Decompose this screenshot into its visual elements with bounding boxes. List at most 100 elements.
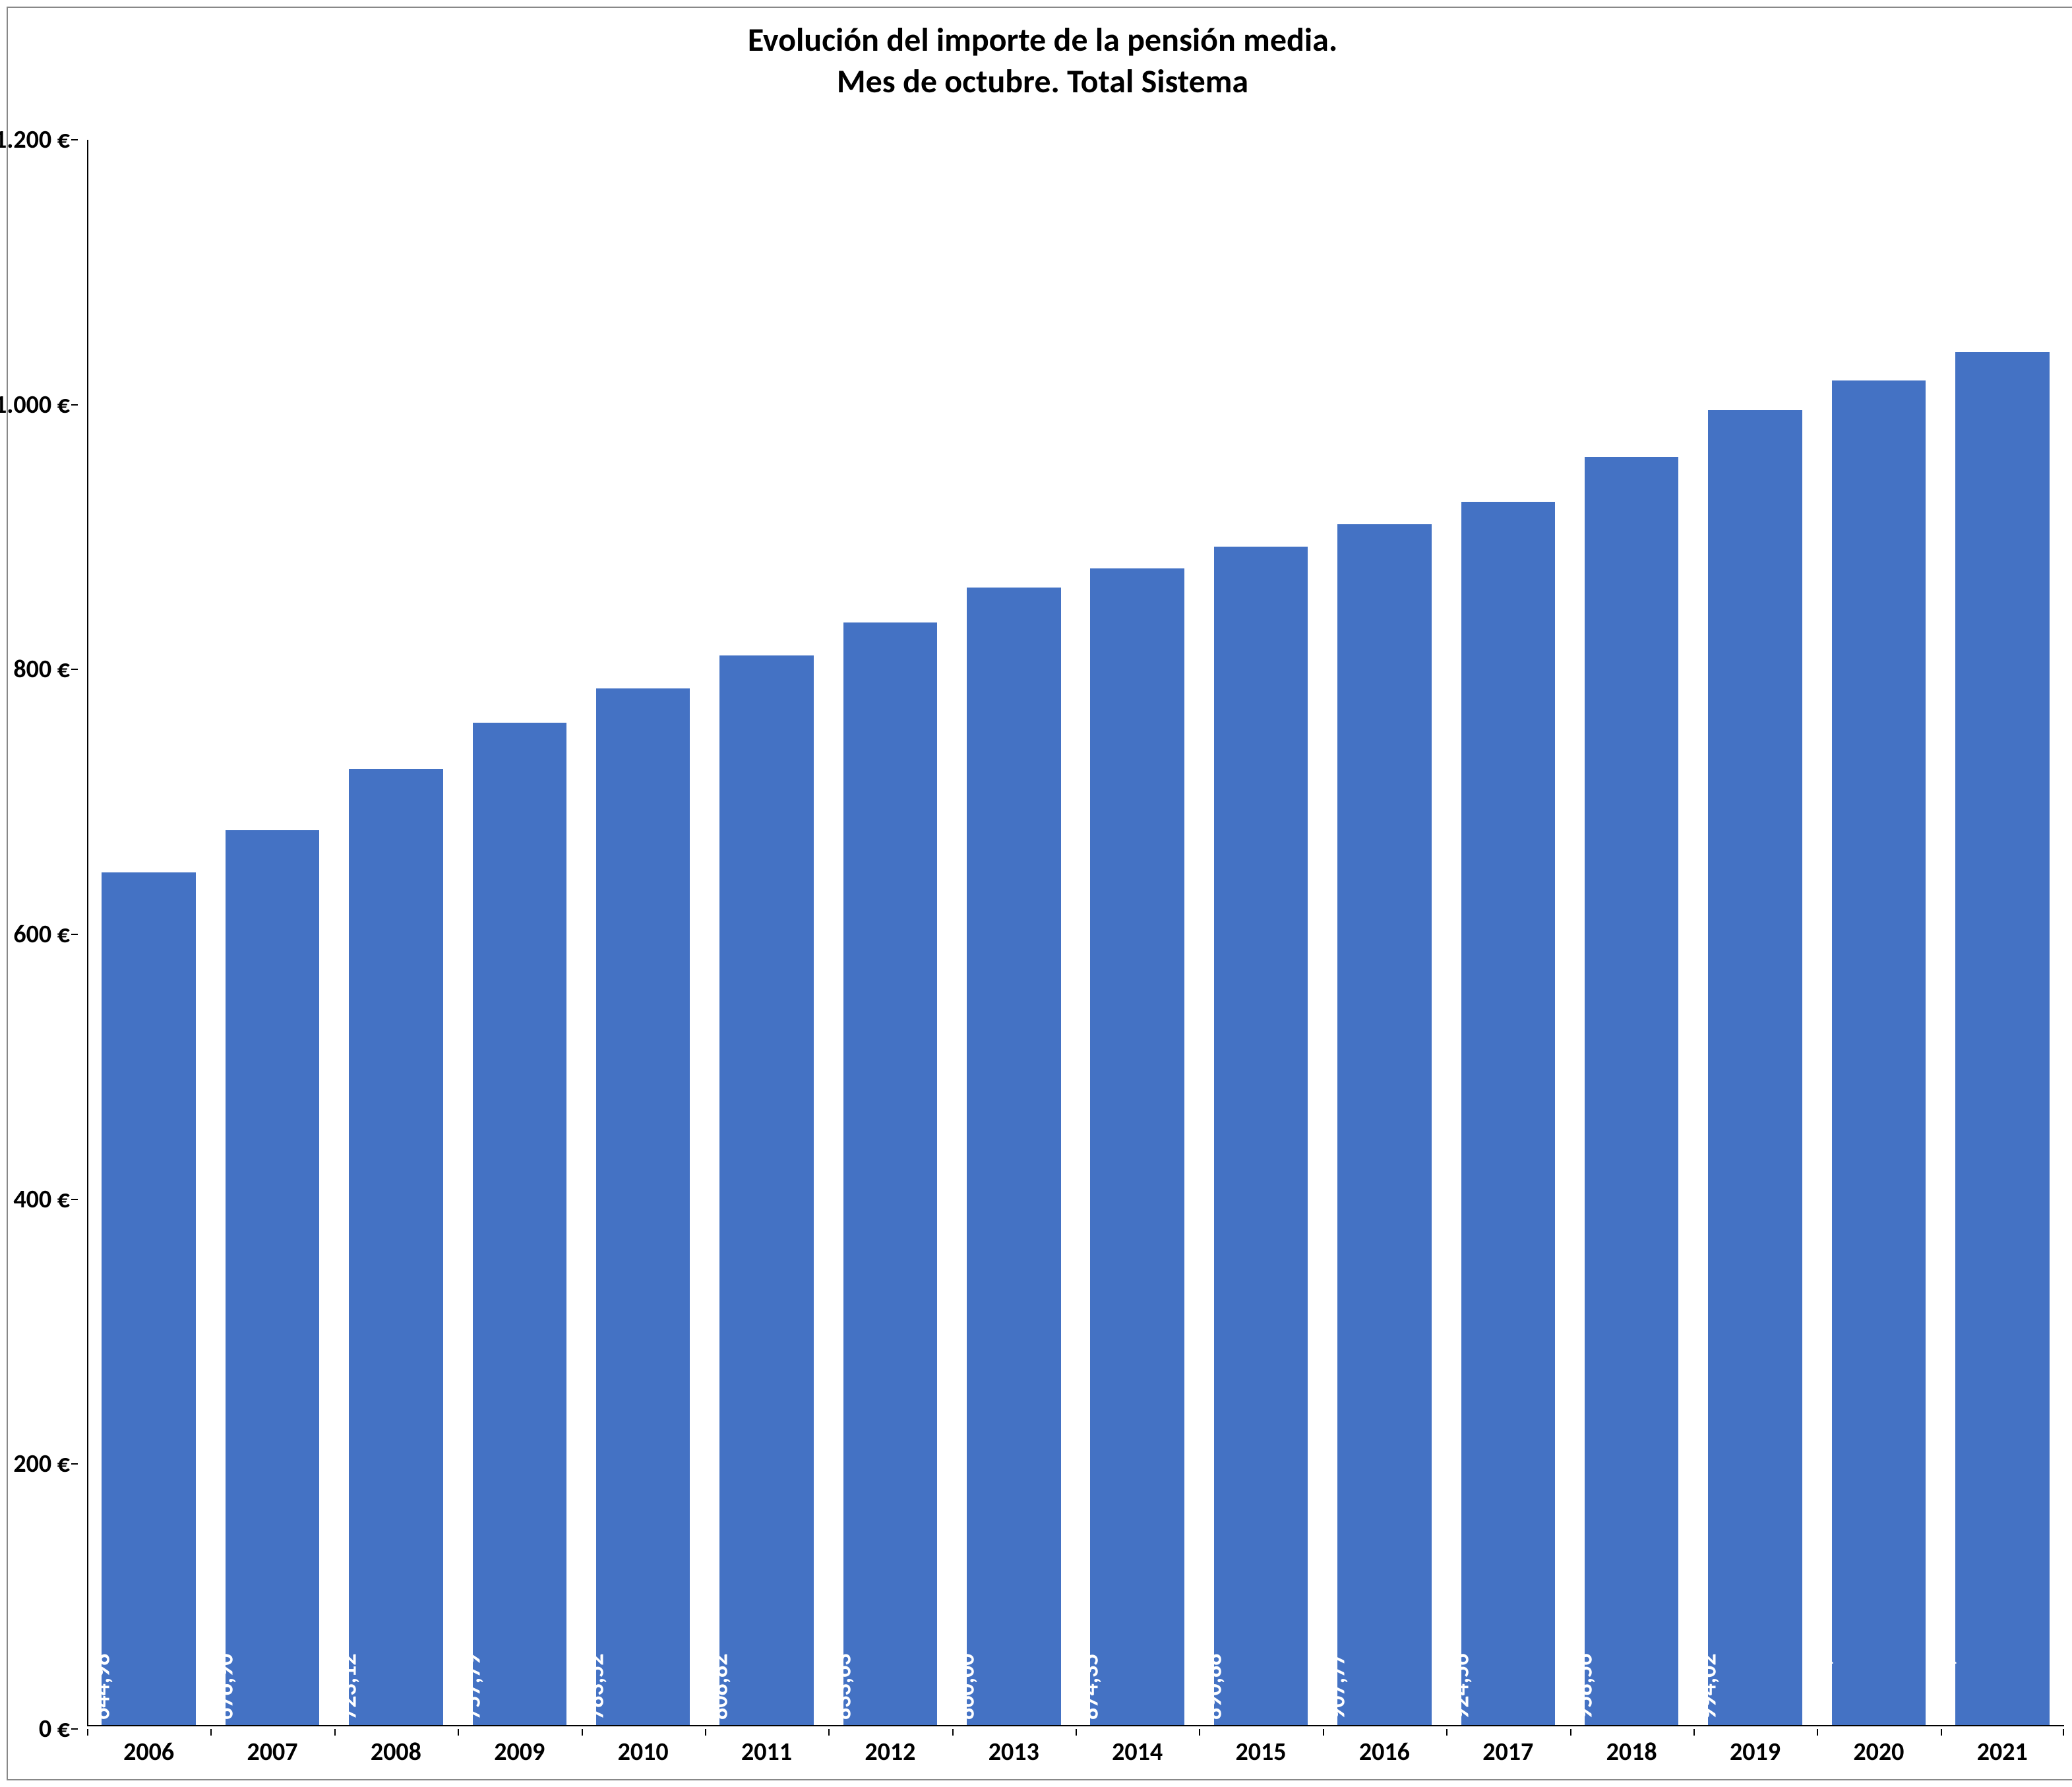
y-tick-label: 200 € [13,1449,70,1479]
x-tick-slot: 2012 [828,1729,952,1769]
bar-slot: 924,56 [1446,140,1569,1726]
bar: 890,88 [1214,547,1308,1726]
bar-slot: 723,12 [334,140,458,1726]
bar-slot: 676,90 [210,140,334,1726]
x-tick-slot: 2021 [1941,1729,2064,1769]
bar-value-label: 644,98 [86,1653,115,1720]
bar-value-label: 833,63 [828,1653,857,1720]
x-tick-label: 2016 [1359,1737,1410,1769]
bar: 644,98 [102,872,195,1726]
x-tick-label: 2013 [989,1737,1039,1769]
x-tick-slot: 2019 [1693,1729,1817,1769]
x-tick-label: 2010 [618,1737,669,1769]
x-tick-mark [1323,1729,1324,1736]
x-tick-mark [334,1729,336,1736]
bar-value-label: 994,02 [1693,1653,1722,1720]
x-tick-mark [1199,1729,1200,1736]
bar-value-label: 1.016,03 [1808,1635,1837,1720]
x-tick-slot: 2006 [87,1729,210,1769]
x-tick-slot: 2015 [1199,1729,1322,1769]
x-axis: 2006 2007 2008 2009 2010 2011 2012 2013 2014 2015… [87,1729,2064,1769]
chart-title-line1: Evolución del importe de la pensión medi… [748,20,1337,60]
bar-value-label: 783,52 [581,1653,610,1720]
y-tick-mark [71,934,78,935]
bar-value-label: 757,79 [458,1653,487,1720]
x-tick-mark [1693,1729,1695,1736]
bar: 676,90 [226,830,319,1726]
y-tick-label: 1.000 € [0,390,70,420]
y-tick-mark [71,1199,78,1200]
bar-slot: 808,82 [705,140,828,1726]
x-tick-slot: 2017 [1446,1729,1569,1769]
y-tick-label: 800 € [13,654,70,684]
bar-value-label: 958,56 [1569,1653,1599,1720]
bar-slot: 890,88 [1199,140,1322,1726]
x-tick-slot: 2008 [334,1729,458,1769]
bar-value-label: 874,35 [1075,1653,1104,1720]
x-tick-mark [1941,1729,1942,1736]
x-tick-label: 2015 [1236,1737,1287,1769]
bar-slot: 907,77 [1323,140,1446,1726]
x-tick-slot: 2014 [1076,1729,1199,1769]
bar-slot: 958,56 [1570,140,1693,1726]
bar-value-label: 890,88 [1199,1653,1228,1720]
bar: 783,52 [596,688,690,1726]
x-tick-mark [1817,1729,1818,1736]
chart-title-line2: Mes de octubre. Total Sistema [837,61,1248,102]
bar: 907,77 [1337,524,1431,1726]
x-axis-line [87,1725,2064,1726]
x-tick-mark [1570,1729,1571,1736]
bar-value-label: 676,90 [210,1653,239,1720]
x-tick-label: 2019 [1730,1737,1781,1769]
y-tick-label: 1.200 € [0,125,70,155]
x-tick-mark [705,1729,706,1736]
x-tick-label: 2012 [865,1737,915,1769]
x-tick-label: 2020 [1853,1737,1904,1769]
bar-slot: 757,79 [458,140,581,1726]
y-axis: 0 €200 €400 €600 €800 €1.000 €1.200 € [8,140,87,1726]
y-tick-mark [71,404,78,406]
bar-value-label: 723,12 [334,1653,363,1720]
bar-slot: 644,98 [87,140,210,1726]
bar-slot: 1.016,03 [1817,140,1940,1726]
x-tick-label: 2018 [1606,1737,1657,1769]
bar-slot: 860,00 [952,140,1076,1726]
x-tick-mark [1076,1729,1077,1736]
bar-value-label: 808,82 [704,1653,733,1720]
x-tick-label: 2007 [247,1737,298,1769]
bar: 874,35 [1090,568,1184,1726]
bar: 924,56 [1461,502,1555,1726]
y-tick-label: 0 € [39,1714,70,1744]
x-tick-label: 2008 [371,1737,421,1769]
bar: 994,02 [1708,410,1802,1726]
bar-value-label: 907,77 [1322,1653,1351,1720]
bar: 808,82 [719,655,813,1726]
x-tick-label: 2011 [741,1737,792,1769]
x-tick-label: 2009 [494,1737,545,1769]
plot-area: 0 €200 €400 €600 €800 €1.000 €1.200 € 64… [8,140,2072,1726]
bar: 1.037,48 [1955,352,2049,1726]
x-tick-slot: 2011 [705,1729,828,1769]
x-tick-mark [582,1729,583,1736]
x-tick-slot: 2010 [582,1729,705,1769]
x-tick-mark [87,1729,88,1736]
bar-slot: 1.037,48 [1941,140,2064,1726]
x-tick-slot: 2020 [1817,1729,1940,1769]
bar-slot: 994,02 [1693,140,1817,1726]
y-tick-mark [71,1463,78,1465]
bar: 1.016,03 [1832,380,1926,1726]
chart-title: Evolución del importe de la pensión medi… [8,8,2072,102]
x-tick-slot: 2009 [458,1729,581,1769]
y-tick-mark [71,1728,78,1730]
x-tick-mark [1446,1729,1447,1736]
y-tick-mark [71,139,78,140]
x-tick-mark [2063,1729,2064,1736]
bar-value-label: 1.037,48 [1931,1635,1960,1720]
y-tick-label: 400 € [13,1184,70,1215]
x-tick-mark [458,1729,459,1736]
x-tick-label: 2017 [1482,1737,1533,1769]
x-tick-mark [952,1729,954,1736]
x-tick-slot: 2018 [1570,1729,1693,1769]
bar: 757,79 [473,723,566,1726]
bar-slot: 874,35 [1076,140,1199,1726]
